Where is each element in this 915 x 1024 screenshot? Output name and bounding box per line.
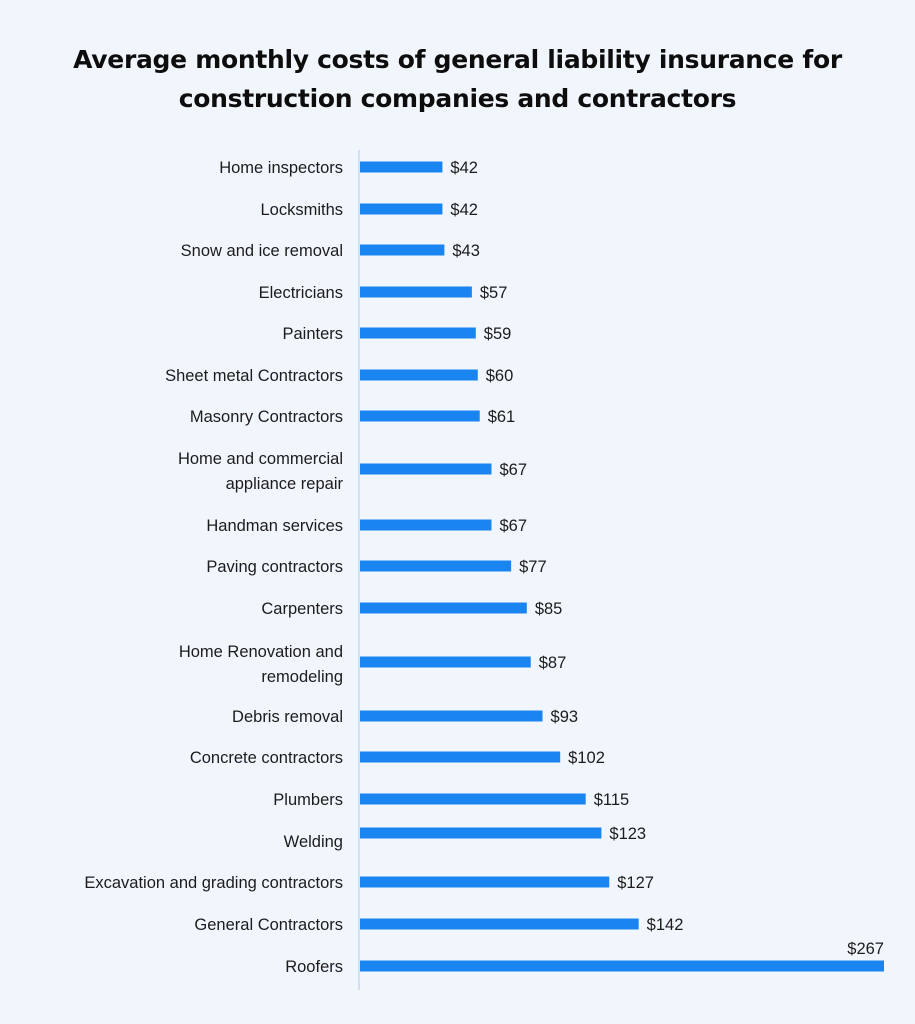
category-label: Home and commercial appliance repair <box>178 450 344 493</box>
category-label: Masonry Contractors <box>190 408 343 426</box>
category-label: Electricians <box>259 284 343 302</box>
bar <box>360 327 476 339</box>
bar <box>360 203 443 215</box>
data-label: $77 <box>519 558 547 576</box>
data-label: $127 <box>617 874 654 892</box>
bar <box>360 876 610 888</box>
data-label: $42 <box>450 159 478 177</box>
bar <box>360 560 512 572</box>
bar <box>360 161 443 173</box>
bar <box>360 369 478 381</box>
category-label: Home Renovation and remodeling <box>179 643 343 686</box>
category-label: Snow and ice removal <box>181 242 343 260</box>
data-label: $60 <box>486 367 514 385</box>
bar <box>360 793 586 805</box>
category-label: Concrete contractors <box>190 749 343 767</box>
bar <box>360 656 531 668</box>
category-label: Plumbers <box>273 791 343 809</box>
category-label: Debris removal <box>232 708 343 726</box>
bar <box>360 710 543 722</box>
category-label: Excavation and grading contractors <box>84 874 343 892</box>
data-label: $61 <box>488 408 516 426</box>
data-label: $67 <box>499 461 527 479</box>
data-label: $115 <box>594 791 629 809</box>
bar <box>360 463 492 475</box>
data-label: $93 <box>551 708 579 726</box>
category-label: Roofers <box>285 958 343 976</box>
data-label: $57 <box>480 284 508 302</box>
bar <box>360 244 445 256</box>
data-label: $67 <box>499 517 527 535</box>
bar <box>360 286 472 298</box>
bar <box>360 960 884 972</box>
bar <box>360 410 480 422</box>
chart-title: Average monthly costs of general liabili… <box>73 45 842 113</box>
data-label: $267 <box>847 940 884 958</box>
data-label: $59 <box>484 325 512 343</box>
category-label: Welding <box>284 833 343 851</box>
category-label: Paving contractors <box>206 558 343 576</box>
category-label: Painters <box>282 325 343 343</box>
category-label: General Contractors <box>194 916 343 934</box>
data-label: $43 <box>452 242 480 260</box>
category-label: Home inspectors <box>219 159 343 177</box>
bar <box>360 751 561 763</box>
bar <box>360 827 602 839</box>
category-label: Sheet metal Contractors <box>165 367 343 385</box>
category-label: Locksmiths <box>260 201 343 219</box>
bar <box>360 519 492 531</box>
data-label: $123 <box>609 825 646 843</box>
bar <box>360 918 639 930</box>
category-label: Carpenters <box>261 600 343 618</box>
category-label: Handman services <box>206 517 343 535</box>
data-label: $102 <box>568 749 605 767</box>
data-label: $142 <box>647 916 684 934</box>
data-label: $85 <box>535 600 563 618</box>
data-label: $42 <box>450 201 478 219</box>
bar <box>360 602 527 614</box>
data-label: $87 <box>539 654 567 672</box>
